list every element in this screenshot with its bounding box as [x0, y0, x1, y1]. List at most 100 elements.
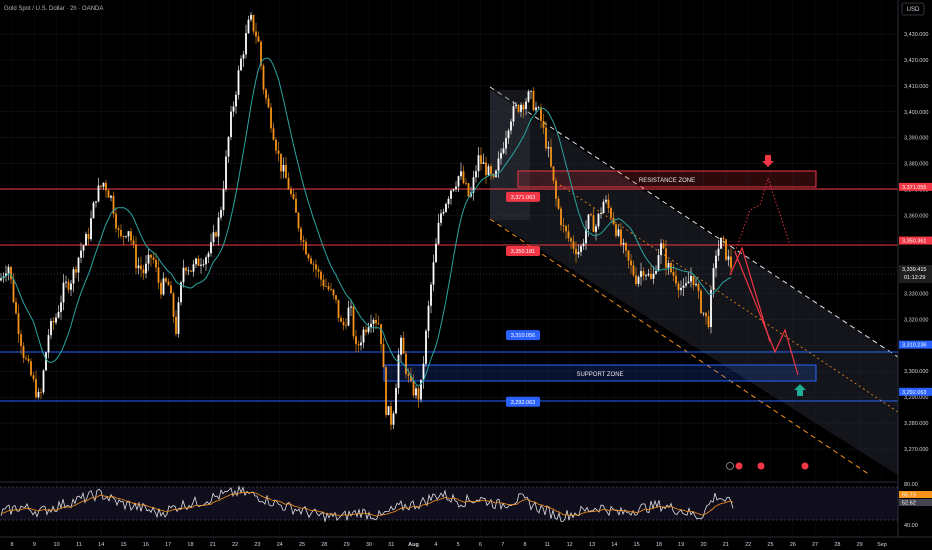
currency-button[interactable]: USD — [901, 2, 925, 16]
candle-body — [330, 289, 332, 291]
candlestick-series — [0, 11, 732, 431]
candle-body — [617, 229, 620, 236]
candle-body — [225, 156, 227, 190]
candle-body — [275, 139, 277, 151]
candle-body — [342, 321, 345, 326]
candle-body — [662, 243, 665, 249]
time-axis[interactable] — [0, 537, 932, 550]
candle-body — [492, 174, 495, 177]
economic-event-icon[interactable] — [757, 462, 765, 470]
candle-body — [485, 162, 487, 176]
inline-price-tag — [506, 396, 540, 407]
candle-body — [527, 91, 530, 102]
candle-body — [605, 199, 607, 202]
candle-body — [310, 258, 312, 264]
price-tag — [899, 340, 932, 349]
candle-body — [392, 413, 395, 425]
candle-body — [565, 225, 567, 232]
time-tick-label: 5 — [457, 542, 460, 548]
inline-price-label: 3,371.063 — [511, 195, 535, 201]
candle-body — [42, 370, 45, 393]
candle-body — [472, 177, 475, 193]
candle-body — [147, 254, 150, 264]
candle-body — [600, 212, 602, 214]
support-zone-label: SUPPORT ZONE — [576, 372, 623, 378]
candle-body — [725, 239, 727, 260]
candle-body — [125, 236, 127, 238]
candle-body — [167, 281, 170, 286]
candle-body — [360, 342, 362, 346]
candle-body — [177, 302, 180, 334]
event-icons[interactable] — [726, 462, 809, 470]
time-tick-label: 18 — [187, 542, 193, 548]
price-tag — [899, 264, 932, 283]
candle-body — [545, 127, 547, 149]
candle-body — [315, 264, 317, 270]
candle-body — [420, 379, 422, 400]
candle-body — [0, 278, 2, 281]
candle-body — [135, 244, 137, 269]
support-zone[interactable]: SUPPORT ZONE — [383, 364, 817, 382]
candle-body — [525, 101, 527, 109]
candle-body — [592, 215, 595, 232]
candle-body — [410, 375, 412, 381]
candle-body — [285, 165, 287, 179]
candle-body — [132, 240, 135, 245]
price-tag — [899, 387, 932, 396]
projection-main-path — [729, 246, 771, 343]
candle-body — [22, 345, 25, 358]
candle-body — [517, 105, 520, 112]
price-tick-label: 3,300.000 — [904, 369, 928, 375]
candle-body — [435, 243, 437, 263]
economic-event-icon[interactable] — [801, 462, 809, 470]
candle-body — [47, 335, 50, 353]
candle-body — [227, 137, 230, 157]
candle-body — [332, 289, 335, 296]
price-tag-label: 3,310.236 — [902, 343, 926, 349]
candle-body — [162, 278, 165, 295]
candle-body — [715, 255, 717, 269]
time-tick-label: 13 — [589, 542, 595, 548]
candle-body — [252, 14, 255, 32]
candle-body — [92, 202, 95, 219]
time-tick-label: Sep — [877, 542, 887, 548]
candle-body — [585, 228, 587, 244]
candle-body — [90, 218, 92, 240]
candle-body — [280, 153, 282, 172]
candle-body — [395, 387, 397, 414]
candle-body — [45, 352, 47, 371]
candle-body — [677, 283, 680, 291]
time-tick-label: 21 — [210, 542, 216, 548]
candle-body — [145, 263, 147, 274]
candle-body — [690, 275, 692, 282]
candle-body — [415, 388, 417, 396]
time-tick-label: 15 — [120, 542, 126, 548]
candle-body — [237, 70, 240, 95]
candle-body — [535, 107, 537, 111]
candle-body — [322, 279, 325, 287]
price-tick-label: 3,380.000 — [904, 162, 928, 168]
candle-body — [547, 147, 550, 149]
resistance-zone[interactable]: RESISTANCE ZONE — [517, 170, 817, 188]
flag-icon[interactable] — [726, 462, 734, 470]
rsi-pane[interactable] — [0, 484, 898, 522]
currency-label: USD — [907, 7, 920, 13]
inline-price-label: 3,310.056 — [511, 333, 535, 339]
candle-body — [722, 237, 725, 240]
candle-body — [640, 271, 642, 277]
time-tick-label: 18 — [656, 542, 662, 548]
candle-body — [195, 258, 197, 265]
candle-body — [407, 373, 410, 376]
economic-event-icon[interactable] — [735, 462, 743, 470]
price-tick-label: 3,360.000 — [904, 214, 928, 220]
candle-body — [512, 106, 515, 122]
candle-body — [327, 286, 330, 290]
rsi-tick-label: 80.00 — [904, 482, 918, 488]
candle-body — [220, 209, 222, 218]
candle-body — [75, 269, 77, 273]
candle-body — [502, 148, 505, 154]
candle-body — [240, 58, 242, 71]
candle-body — [660, 243, 662, 256]
candle-body — [165, 278, 167, 282]
